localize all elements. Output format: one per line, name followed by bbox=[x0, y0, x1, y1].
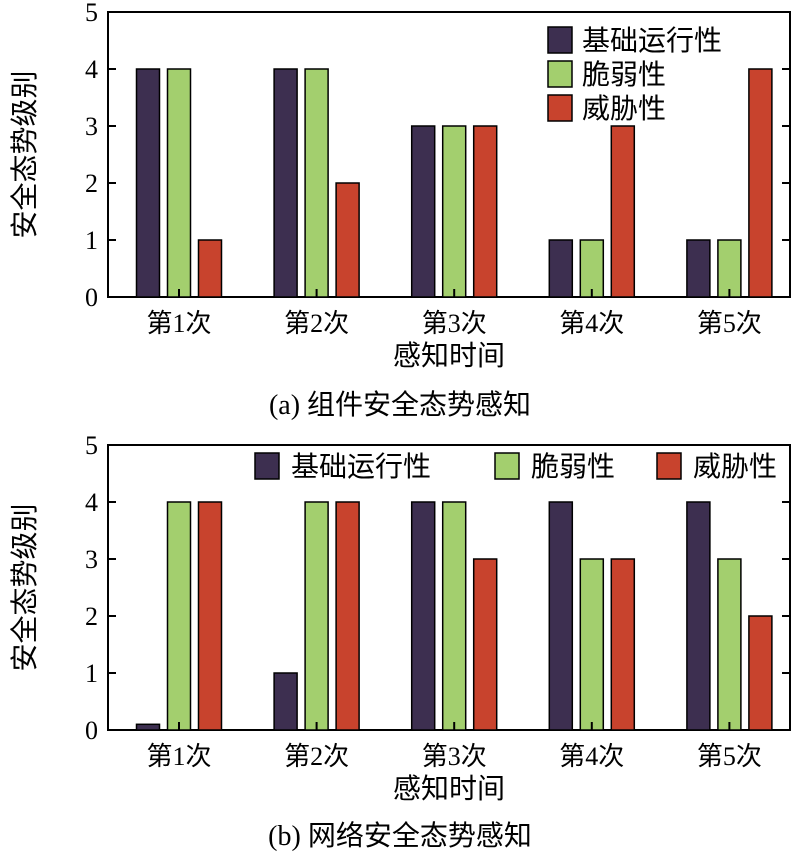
bar-a-s2-c3 bbox=[441, 125, 467, 298]
bar-b-s2-c2 bbox=[304, 501, 329, 731]
bar-a-s2-c4 bbox=[579, 239, 605, 298]
bar-b-s1-c4 bbox=[548, 501, 574, 731]
bar-a-s2-c5 bbox=[717, 239, 742, 298]
legend-label: 脆弱性 bbox=[582, 59, 666, 91]
bar-a-s2-c1 bbox=[166, 68, 192, 298]
x-tick-label: 第1次 bbox=[146, 742, 211, 771]
legend-swatch bbox=[547, 26, 573, 54]
y-tick-label: 5 bbox=[85, 431, 98, 460]
y-tick-label: 1 bbox=[85, 659, 98, 688]
chart-caption: (b) 网络安全态势感知 bbox=[268, 820, 532, 852]
legend-label: 脆弱性 bbox=[531, 451, 615, 483]
x-tick-label: 第4次 bbox=[559, 309, 624, 338]
y-tick-label: 2 bbox=[85, 602, 98, 631]
bar-a-s3-c2 bbox=[335, 182, 360, 298]
legend-label: 威胁性 bbox=[582, 93, 666, 125]
y-axis-title: 安全态势级别 bbox=[9, 503, 41, 671]
bar-a-s1-c4 bbox=[548, 239, 574, 298]
x-tick-label: 第3次 bbox=[422, 309, 487, 338]
legend-label: 基础运行性 bbox=[582, 25, 722, 57]
legend-swatch bbox=[254, 452, 280, 480]
y-tick-label: 2 bbox=[85, 169, 98, 198]
chart-caption: (a) 组件安全态势感知 bbox=[269, 389, 531, 421]
y-tick-label: 1 bbox=[85, 226, 98, 255]
x-tick-label: 第3次 bbox=[422, 742, 487, 771]
bar-a-s1-c5 bbox=[686, 239, 711, 298]
legend-label: 基础运行性 bbox=[291, 451, 431, 483]
bar-b-s2-c4 bbox=[579, 558, 605, 731]
bar-b-s2-c5 bbox=[717, 558, 742, 731]
x-tick-label: 第2次 bbox=[284, 742, 349, 771]
y-tick-label: 0 bbox=[85, 283, 98, 312]
bar-b-s1-c5 bbox=[686, 501, 711, 731]
bar-b-s2-c1 bbox=[166, 501, 192, 731]
bar-b-s2-c3 bbox=[441, 501, 467, 731]
x-tick-label: 第2次 bbox=[284, 309, 349, 338]
bar-b-s3-c3 bbox=[472, 558, 498, 731]
legend-swatch bbox=[656, 452, 682, 480]
x-axis-title: 感知时间 bbox=[393, 340, 505, 372]
bar-a-s3-c1 bbox=[197, 239, 223, 298]
x-tick-label: 第5次 bbox=[697, 309, 762, 338]
bar-a-s3-c5 bbox=[748, 68, 773, 298]
bar-b-s3-c1 bbox=[197, 501, 223, 731]
legend-label: 威胁性 bbox=[693, 451, 777, 483]
x-axis-title: 感知时间 bbox=[393, 773, 505, 805]
bar-b-s3-c5 bbox=[748, 615, 773, 731]
x-tick-label: 第1次 bbox=[146, 309, 211, 338]
bar-a-s3-c3 bbox=[472, 125, 498, 298]
legend-swatch bbox=[547, 94, 573, 122]
legend-swatch bbox=[547, 60, 573, 88]
bar-b-s1-c2 bbox=[273, 672, 298, 731]
y-tick-label: 5 bbox=[85, 0, 98, 27]
legend-swatch bbox=[494, 452, 520, 480]
bar-a-s1-c1 bbox=[135, 68, 161, 298]
y-tick-label: 3 bbox=[85, 112, 98, 141]
bar-b-s1-c3 bbox=[410, 501, 436, 731]
bar-a-s2-c2 bbox=[304, 68, 329, 298]
y-axis-title: 安全态势级别 bbox=[9, 70, 41, 238]
y-tick-label: 4 bbox=[85, 55, 98, 84]
legend: 基础运行性 脆弱性 威胁性 bbox=[254, 451, 777, 483]
bar-a-s3-c4 bbox=[610, 125, 636, 298]
x-tick-label: 第5次 bbox=[697, 742, 762, 771]
bar-b-s3-c2 bbox=[335, 501, 360, 731]
y-tick-label: 4 bbox=[85, 488, 98, 517]
bar-b-s1-c1 bbox=[135, 723, 161, 731]
bar-a-s1-c3 bbox=[410, 125, 436, 298]
x-tick-label: 第4次 bbox=[559, 742, 624, 771]
bar-a-s1-c2 bbox=[273, 68, 298, 298]
y-tick-label: 0 bbox=[85, 716, 98, 745]
bar-b-s3-c4 bbox=[610, 558, 636, 731]
y-tick-label: 3 bbox=[85, 545, 98, 574]
